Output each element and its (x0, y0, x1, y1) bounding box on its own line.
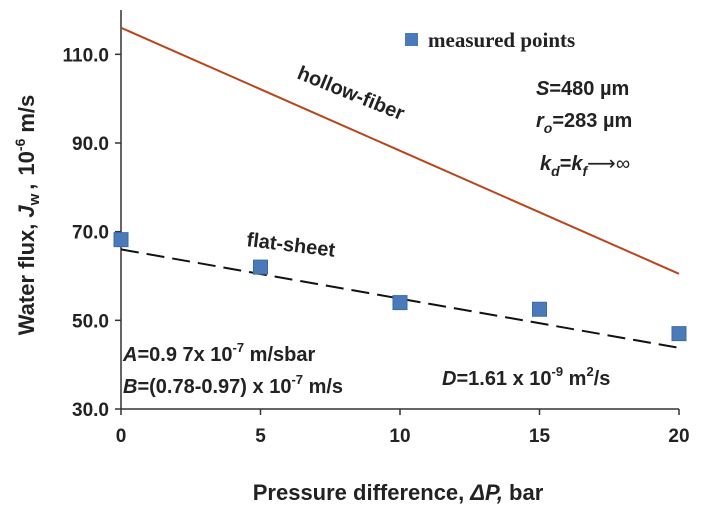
hollow-fiber-label: hollow-fiber (294, 62, 408, 125)
s-annotation: S=480 µm (536, 78, 629, 100)
y-tick-label: 70.0 (72, 223, 109, 244)
data-points (113, 232, 687, 342)
flat-sheet-label: flat-sheet (245, 229, 336, 262)
k-annotation: kd=kf⟶∞ (540, 153, 630, 179)
data-point (113, 232, 129, 248)
x-tick-label: 5 (255, 426, 266, 447)
x-tick-label: 10 (389, 426, 410, 447)
hollow-fiber-line (120, 26, 680, 275)
x-tick-label: 20 (668, 426, 689, 447)
flat-sheet-line (120, 248, 680, 349)
a-annotation: A=0.9 7x 10-7 m/sbar (122, 340, 315, 366)
series-lines (120, 26, 680, 349)
y-tick-label: 90.0 (72, 134, 109, 155)
d-annotation: D=1.61 x 10-9 m2/s (442, 364, 610, 390)
x-axis-title: Pressure difference, ΔP, bar (253, 480, 544, 505)
y-tick-label: 50.0 (72, 311, 109, 332)
legend: measured points (405, 28, 575, 52)
y-tick-label: 110.0 (63, 45, 110, 66)
x-tick-label: 15 (529, 426, 551, 447)
x-tick-label: 0 (116, 426, 127, 447)
data-point (392, 295, 408, 311)
data-point (253, 259, 268, 275)
legend-marker (405, 33, 418, 46)
data-point (671, 326, 687, 342)
b-annotation: B=(0.78-0.97) x 10-7 m/s (123, 372, 343, 398)
ticks: 30.0 50.0 70.0 90.0 110.0 0 5 10 15 20 (63, 45, 690, 447)
legend-label: measured points (428, 28, 575, 52)
y-tick-label: 30.0 (72, 400, 109, 421)
y-axis-title: Water flux,Jw,10-6m/s (12, 95, 43, 336)
ro-annotation: ro=283 µm (536, 110, 632, 136)
data-point (532, 301, 547, 317)
